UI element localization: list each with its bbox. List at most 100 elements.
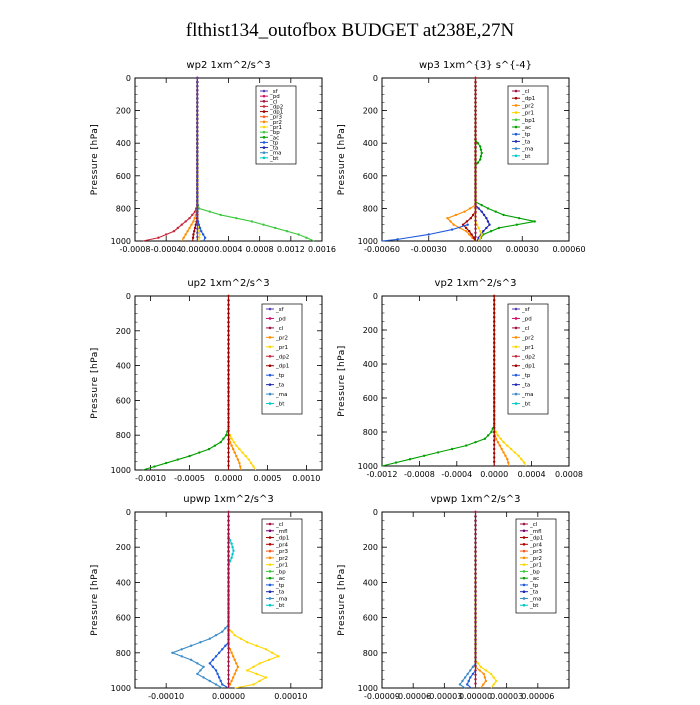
legend-label: _bp bbox=[275, 569, 286, 575]
series-point-ac bbox=[478, 158, 482, 161]
series-point-cl bbox=[227, 656, 230, 659]
series-point-cl bbox=[474, 89, 477, 92]
series-point-ac bbox=[224, 434, 228, 437]
x-tick-label: 0.00003 bbox=[490, 692, 523, 700]
series-point-ma bbox=[171, 651, 174, 654]
series-point-pr2 bbox=[506, 458, 509, 461]
series-point-ac bbox=[480, 203, 483, 207]
legend-marker bbox=[268, 583, 272, 587]
legend-label: _cl bbox=[521, 326, 530, 332]
y-axis-label: Pressure [hPa] bbox=[337, 124, 347, 196]
x-tick-label: 0.00030 bbox=[506, 245, 539, 254]
legend: _cl_mfl_dp1_pr4_pr3_pr2_pr1_bp_ac_tp_ta_… bbox=[515, 518, 557, 614]
panel-5: upwp 1xm^2/s^3 Pressure [hPa] 0 200 400 600 80… bbox=[90, 494, 323, 701]
series-point-cl bbox=[227, 559, 230, 562]
series-point-tp bbox=[201, 233, 205, 236]
series-point-cl bbox=[227, 581, 230, 584]
series-point-cl bbox=[227, 642, 230, 646]
legend-marker bbox=[268, 383, 272, 386]
series-point-cl bbox=[474, 629, 477, 632]
series-point-ma bbox=[180, 655, 183, 658]
series-point-pr1 bbox=[480, 233, 483, 236]
x-tick-label: 0.00010 bbox=[274, 692, 307, 700]
series-point-sf bbox=[196, 203, 199, 206]
legend-marker bbox=[514, 140, 518, 143]
series-point-dp1 bbox=[227, 368, 230, 372]
series-point-tp bbox=[219, 679, 222, 683]
legend-label: _ma bbox=[529, 596, 541, 602]
series-point-dp1 bbox=[227, 412, 230, 415]
series-point-pr1 bbox=[247, 458, 250, 461]
legend-label: _ac bbox=[275, 576, 285, 582]
legend-marker bbox=[514, 336, 518, 339]
series-point-tp bbox=[216, 672, 219, 676]
series-point-cl bbox=[474, 563, 477, 566]
legend-label: _pd bbox=[521, 316, 532, 322]
series-point-ma bbox=[189, 644, 193, 647]
series-point-dp1 bbox=[493, 341, 496, 344]
series-point-sf bbox=[196, 215, 199, 218]
legend-label: _ac bbox=[269, 135, 279, 141]
legend-label: _tp bbox=[269, 140, 279, 146]
series-point-ma bbox=[214, 634, 218, 637]
legend-label: _dp2 bbox=[275, 354, 289, 360]
legend-box bbox=[255, 85, 297, 165]
series-point-cl bbox=[227, 572, 230, 575]
series-point-ma bbox=[208, 637, 211, 640]
series-point-pr2 bbox=[230, 651, 233, 654]
series-point-dp1 bbox=[227, 338, 230, 341]
legend-label: _dp1 bbox=[521, 364, 535, 370]
legend: _sf _pd _cl _pr2 _pr1 _dp2 _dp1 _tp _ta _ma _bt bbox=[507, 303, 549, 415]
legend-marker bbox=[514, 345, 518, 349]
series-point-dp1 bbox=[493, 328, 496, 332]
series-point-cl bbox=[227, 537, 230, 540]
series-point-pr1 bbox=[492, 676, 495, 679]
panel-title: vp2 1xm^2/s^3 bbox=[435, 278, 517, 289]
series-point-dp1 bbox=[493, 405, 496, 408]
series-point-pr2 bbox=[236, 665, 240, 669]
series-point-ac bbox=[474, 441, 477, 444]
series-point-cl bbox=[474, 84, 477, 88]
series-point-cl bbox=[474, 656, 477, 659]
series-point-ma bbox=[180, 648, 183, 651]
series-point-dp1 bbox=[464, 226, 468, 230]
series-point-dp1 bbox=[493, 299, 496, 302]
series-point-tp bbox=[221, 648, 224, 651]
series-point-sf bbox=[196, 109, 199, 112]
series-point-pr2 bbox=[483, 676, 487, 679]
series-point-pr2 bbox=[502, 451, 505, 454]
series-point-sf bbox=[196, 158, 199, 161]
series-point-pr2 bbox=[238, 461, 241, 465]
series-point-pr2 bbox=[498, 444, 502, 447]
series-line-tp bbox=[466, 512, 477, 689]
legend-label: _dp1 bbox=[275, 536, 289, 542]
series-point-cl bbox=[474, 150, 477, 153]
x-tick-label: -0.00030 bbox=[411, 245, 447, 254]
series-point-cl bbox=[227, 625, 230, 628]
series-point-pr2 bbox=[231, 655, 235, 658]
series-line-pr2 bbox=[181, 78, 198, 242]
series-point-pr2 bbox=[494, 437, 498, 440]
series-point-sf bbox=[196, 133, 199, 137]
series-point-ac bbox=[483, 437, 487, 440]
x-tick-label: 0.0004 bbox=[518, 470, 546, 479]
x-tick-label: 0.00060 bbox=[552, 245, 585, 254]
series-point-ac bbox=[502, 213, 505, 217]
legend-label: _sf bbox=[269, 89, 279, 95]
series-point-bp bbox=[274, 226, 277, 230]
legend-label: _mfl bbox=[275, 529, 288, 535]
legend-marker bbox=[514, 317, 518, 320]
series-point-pr2 bbox=[504, 454, 507, 457]
series-line-ma bbox=[170, 512, 230, 689]
series-point-pr2 bbox=[193, 216, 196, 220]
series-point-dp1 bbox=[227, 294, 230, 298]
panel-title: wp3 1xm^{3} s^{-4} bbox=[419, 60, 532, 71]
y-tick-label: 200 bbox=[116, 543, 131, 552]
series-point-cl bbox=[474, 568, 477, 571]
series-point-dp1 bbox=[227, 325, 230, 328]
series-point-bp bbox=[285, 230, 289, 233]
legend-label: _pr1 bbox=[269, 125, 282, 131]
series-point-dp1 bbox=[227, 351, 230, 354]
series-point-cl bbox=[227, 590, 230, 593]
legend-marker bbox=[522, 522, 526, 526]
